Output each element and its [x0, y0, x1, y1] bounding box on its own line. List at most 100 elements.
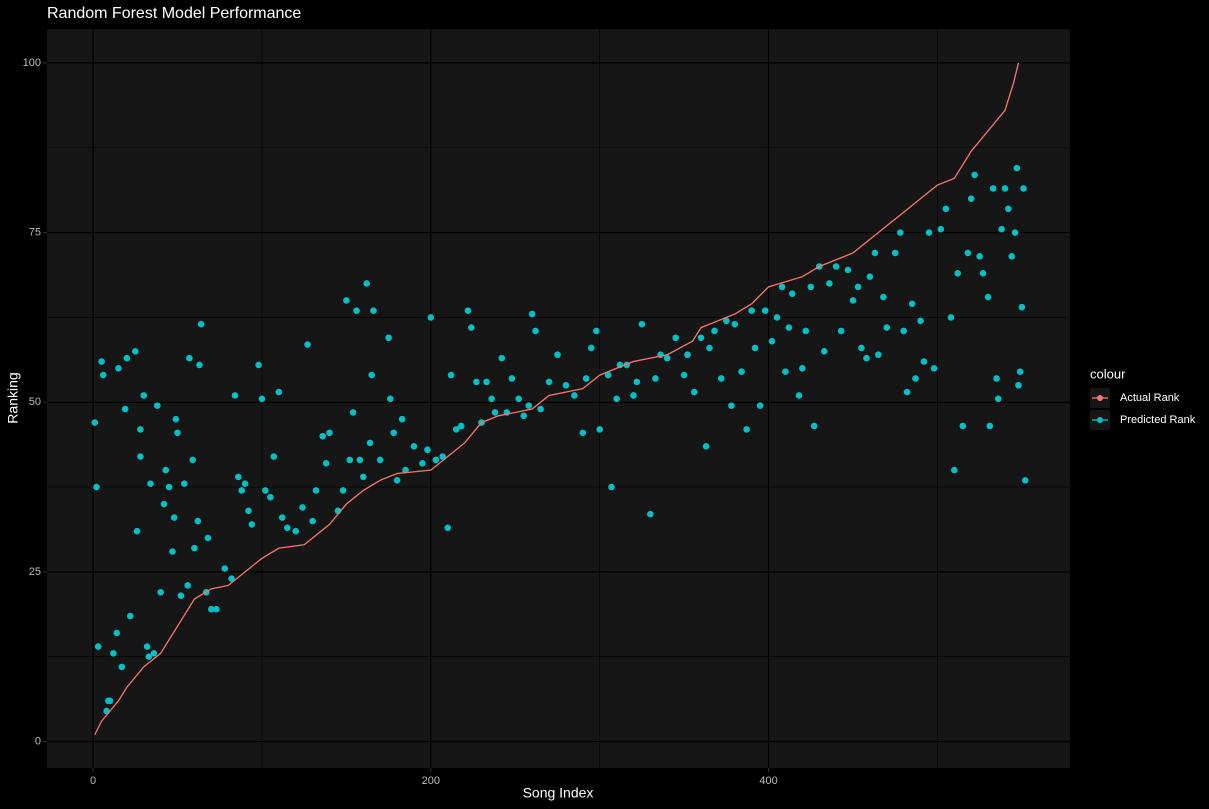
point — [94, 643, 102, 650]
point — [937, 225, 945, 233]
point — [630, 392, 637, 399]
point — [579, 429, 587, 437]
point — [1021, 476, 1029, 484]
y-axis-title: Ranking — [5, 372, 21, 423]
x-tick-label: 200 — [422, 775, 440, 787]
point — [672, 334, 679, 342]
point — [424, 446, 431, 454]
point — [947, 314, 955, 321]
point — [702, 443, 710, 450]
point — [930, 365, 938, 372]
point — [795, 392, 803, 399]
point — [1015, 381, 1022, 389]
point — [593, 327, 600, 335]
point — [106, 697, 114, 705]
point — [491, 409, 499, 416]
point — [278, 514, 286, 521]
point — [883, 324, 891, 331]
point — [468, 324, 475, 331]
point — [647, 510, 654, 518]
point — [488, 395, 495, 403]
point — [891, 249, 899, 257]
plot-panel — [47, 29, 1070, 768]
point — [761, 307, 769, 314]
point — [520, 412, 528, 420]
point — [93, 483, 100, 491]
point — [782, 368, 789, 375]
point — [208, 605, 215, 613]
point — [153, 402, 161, 409]
x-axis-title: Song Index — [523, 785, 594, 801]
point — [984, 293, 992, 301]
point — [802, 327, 810, 335]
point — [165, 483, 173, 491]
x-tick-label: 400 — [759, 775, 777, 787]
point — [844, 266, 852, 274]
point — [525, 402, 533, 409]
point — [180, 480, 188, 487]
point — [537, 405, 544, 413]
point — [366, 439, 374, 447]
point — [419, 460, 426, 467]
point — [756, 402, 764, 409]
point — [959, 422, 967, 430]
point — [773, 314, 781, 321]
point — [402, 466, 409, 474]
point — [854, 283, 862, 291]
point — [1016, 368, 1024, 375]
point — [875, 351, 882, 359]
point — [826, 280, 833, 287]
point — [99, 371, 107, 379]
point — [213, 605, 220, 613]
point — [262, 487, 269, 494]
point — [464, 307, 472, 314]
point — [613, 395, 620, 403]
point — [582, 375, 590, 382]
point — [359, 473, 367, 481]
point — [132, 348, 139, 355]
point — [807, 283, 815, 291]
point — [157, 588, 164, 596]
point — [235, 473, 242, 481]
point — [196, 361, 203, 369]
legend-dot — [1097, 417, 1103, 423]
point — [322, 460, 330, 467]
point — [238, 487, 246, 494]
point — [353, 307, 360, 314]
point — [571, 392, 578, 399]
point — [778, 283, 786, 291]
point — [427, 314, 435, 321]
point — [483, 378, 490, 386]
point — [447, 371, 455, 379]
point — [711, 327, 718, 335]
point — [863, 354, 870, 362]
point — [439, 453, 446, 460]
point — [731, 320, 739, 328]
point — [498, 354, 506, 362]
point — [292, 527, 300, 535]
point — [91, 419, 99, 426]
point — [663, 354, 671, 362]
y-tick-label: 100 — [23, 57, 41, 69]
point — [748, 307, 755, 314]
line — [94, 62, 1020, 736]
point — [986, 422, 994, 430]
marks — [91, 62, 1029, 736]
point — [110, 650, 117, 657]
point — [241, 480, 249, 487]
point — [398, 415, 406, 423]
point — [951, 466, 958, 474]
point — [1020, 185, 1027, 192]
point — [942, 205, 950, 213]
point — [832, 263, 840, 270]
point — [900, 327, 907, 335]
point — [140, 392, 148, 399]
point — [866, 273, 874, 280]
point — [432, 456, 440, 464]
x-tick-label: 0 — [90, 775, 96, 787]
point — [964, 249, 972, 257]
point — [150, 650, 158, 657]
point — [221, 565, 229, 572]
